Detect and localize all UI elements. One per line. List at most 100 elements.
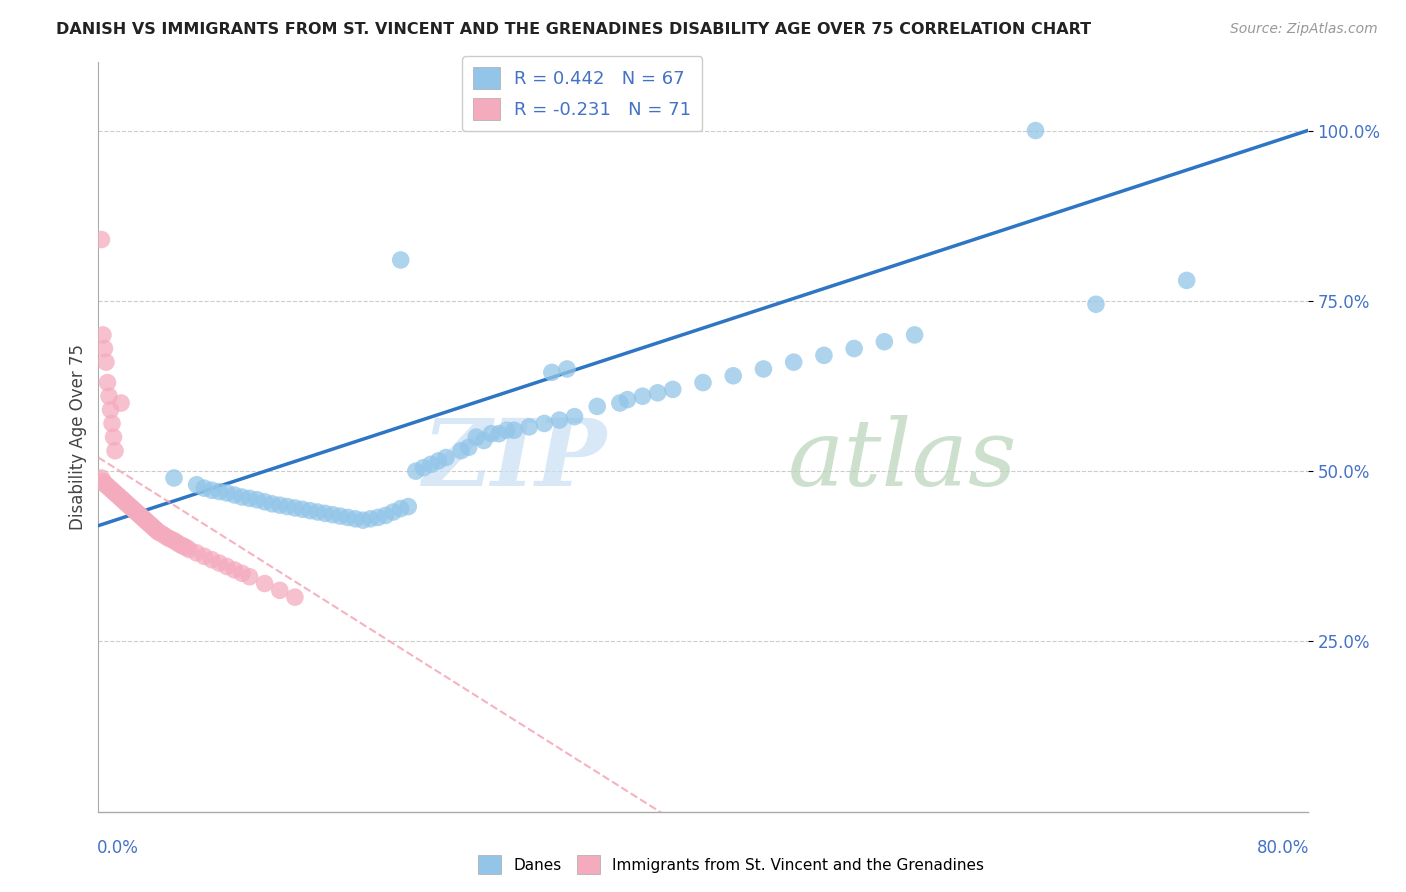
- Point: [100, 402, 122, 417]
- Point: [142, 520, 165, 534]
- Point: [276, 500, 298, 514]
- Point: [299, 503, 322, 517]
- Point: [118, 498, 141, 512]
- Point: [128, 508, 150, 522]
- Point: [122, 502, 145, 516]
- Point: [145, 523, 167, 537]
- Point: [253, 495, 276, 509]
- Point: [692, 376, 714, 390]
- Point: [93, 476, 115, 491]
- Point: [262, 497, 284, 511]
- Point: [91, 475, 114, 489]
- Point: [420, 458, 443, 472]
- Point: [104, 443, 127, 458]
- Legend: Danes, Immigrants from St. Vincent and the Grenadines: Danes, Immigrants from St. Vincent and t…: [472, 849, 990, 880]
- Point: [96, 479, 118, 493]
- Point: [360, 512, 382, 526]
- Point: [100, 482, 122, 496]
- Point: [586, 400, 609, 414]
- Point: [139, 517, 162, 532]
- Point: [208, 556, 231, 570]
- Point: [93, 342, 115, 356]
- Point: [564, 409, 586, 424]
- Point: [389, 252, 412, 267]
- Point: [148, 525, 170, 540]
- Point: [121, 500, 143, 515]
- Point: [166, 535, 188, 549]
- Point: [90, 233, 112, 247]
- Point: [132, 512, 155, 526]
- Point: [844, 342, 866, 356]
- Point: [141, 518, 163, 533]
- Point: [246, 492, 269, 507]
- Point: [135, 515, 157, 529]
- Point: [307, 505, 329, 519]
- Point: [193, 549, 215, 564]
- Point: [503, 423, 526, 437]
- Point: [136, 516, 159, 530]
- Point: [661, 383, 683, 397]
- Point: [434, 450, 457, 465]
- Point: [291, 502, 314, 516]
- Point: [336, 510, 359, 524]
- Point: [396, 500, 419, 514]
- Point: [115, 497, 138, 511]
- Text: 80.0%: 80.0%: [1257, 839, 1309, 857]
- Point: [186, 477, 208, 491]
- Point: [405, 464, 427, 478]
- Point: [231, 490, 253, 504]
- Point: [103, 430, 125, 444]
- Text: Source: ZipAtlas.com: Source: ZipAtlas.com: [1230, 22, 1378, 37]
- Point: [110, 396, 132, 410]
- Point: [269, 583, 291, 598]
- Point: [723, 368, 745, 383]
- Point: [111, 492, 134, 507]
- Point: [1175, 273, 1198, 287]
- Point: [208, 484, 231, 499]
- Point: [104, 486, 127, 500]
- Point: [382, 505, 405, 519]
- Point: [752, 362, 775, 376]
- Point: [172, 539, 194, 553]
- Point: [224, 563, 246, 577]
- Point: [134, 513, 156, 527]
- Point: [94, 355, 117, 369]
- Point: [322, 508, 344, 522]
- Point: [131, 510, 153, 524]
- Point: [120, 500, 142, 514]
- Point: [344, 512, 367, 526]
- Point: [150, 526, 173, 541]
- Point: [193, 481, 215, 495]
- Point: [1024, 123, 1046, 137]
- Point: [107, 489, 129, 503]
- Point: [472, 434, 495, 448]
- Point: [91, 327, 114, 342]
- Y-axis label: Disability Age Over 75: Disability Age Over 75: [69, 344, 87, 530]
- Point: [146, 524, 169, 538]
- Point: [284, 500, 307, 515]
- Point: [160, 533, 183, 547]
- Point: [253, 576, 276, 591]
- Point: [427, 454, 450, 468]
- Point: [488, 426, 510, 441]
- Point: [1085, 297, 1108, 311]
- Point: [465, 430, 488, 444]
- Point: [143, 521, 166, 535]
- Text: ZIP: ZIP: [422, 415, 606, 505]
- Point: [284, 590, 307, 604]
- Point: [314, 507, 336, 521]
- Point: [239, 491, 262, 506]
- Point: [103, 484, 125, 499]
- Point: [90, 471, 112, 485]
- Point: [548, 413, 571, 427]
- Point: [129, 509, 152, 524]
- Point: [457, 440, 479, 454]
- Point: [352, 513, 374, 527]
- Point: [616, 392, 638, 407]
- Point: [112, 494, 135, 508]
- Point: [389, 501, 412, 516]
- Point: [94, 477, 117, 491]
- Point: [124, 503, 146, 517]
- Point: [127, 507, 149, 521]
- Point: [904, 327, 927, 342]
